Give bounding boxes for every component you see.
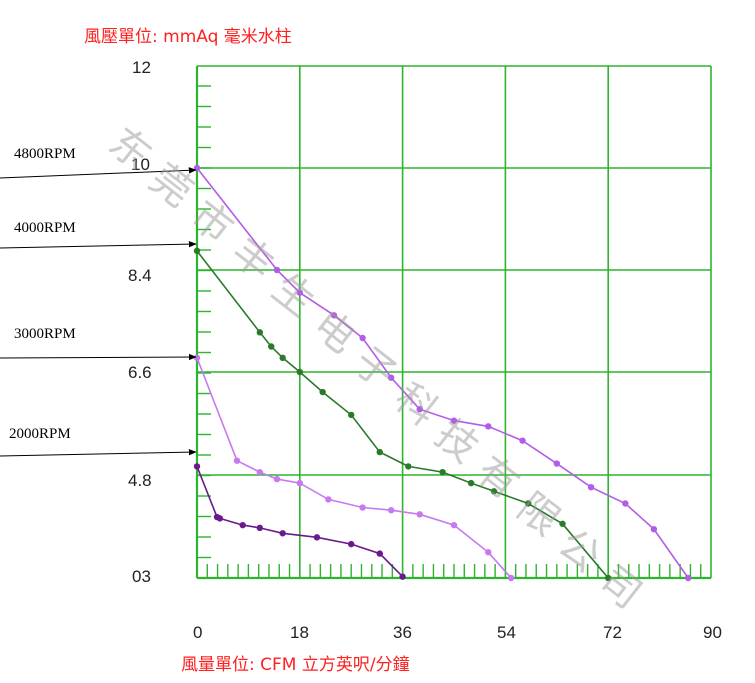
rpm-arrow-4000 — [0, 240, 197, 249]
data-point — [296, 368, 303, 376]
rpm-arrow-3000 — [0, 353, 197, 361]
rpm-label-4000: 4000RPM — [14, 220, 76, 236]
series-line — [196, 357, 512, 579]
data-point — [405, 463, 412, 470]
x-tick-label: 72 — [603, 623, 622, 642]
data-point — [553, 460, 560, 467]
data-point — [387, 507, 395, 514]
y-tick-label: 12 — [132, 58, 151, 77]
watermark-char: 电 — [304, 302, 364, 363]
data-point — [450, 417, 458, 424]
data-point — [256, 329, 264, 336]
data-point — [450, 521, 458, 529]
x-tick-label: 0 — [193, 623, 202, 642]
data-point — [485, 423, 492, 430]
watermark-char: 公 — [549, 521, 609, 582]
x-axis-tick-labels: 0 18 36 54 72 90 — [193, 623, 722, 642]
data-point — [622, 500, 629, 507]
data-point — [525, 500, 532, 507]
data-point — [348, 411, 355, 419]
data-point — [330, 312, 338, 319]
watermark-char: 子 — [345, 338, 405, 399]
data-point — [467, 479, 475, 487]
data-point — [519, 437, 526, 444]
data-point — [273, 475, 281, 483]
data-point — [485, 549, 492, 556]
watermark-char: 丰 — [223, 229, 283, 290]
x-tick-label: 54 — [497, 623, 516, 642]
rpm-label-2000: 2000RPM — [9, 426, 71, 442]
data-point — [490, 488, 498, 495]
data-point — [256, 524, 264, 532]
data-point — [387, 374, 395, 381]
data-point — [376, 448, 383, 456]
data-point — [193, 354, 201, 362]
data-point — [193, 247, 201, 255]
data-point — [296, 479, 303, 487]
data-point — [313, 534, 321, 541]
x-tick-label: 36 — [393, 623, 412, 642]
watermark-char: 技 — [427, 411, 487, 472]
x-tick-label: 18 — [290, 623, 309, 642]
data-point — [684, 574, 692, 582]
data-point — [319, 388, 326, 396]
data-point — [233, 457, 241, 464]
data-point — [279, 530, 286, 537]
watermark-char: 科 — [386, 375, 446, 436]
data-point — [359, 334, 366, 342]
watermark-char: 东 — [100, 119, 160, 180]
data-point — [268, 343, 275, 350]
series-3000RPM — [193, 354, 515, 582]
data-point — [587, 483, 595, 491]
data-point — [650, 526, 658, 533]
data-point — [279, 354, 286, 362]
rpm-arrow-4800 — [0, 167, 197, 179]
x-axis-unit-label: 風量單位: CFM 立方英呎/分鐘 — [181, 655, 410, 675]
rpm-callouts: 4800RPM 4000RPM 3000RPM 2000RPM — [0, 146, 197, 457]
chart-series — [193, 164, 692, 582]
y-tick-label: 4.8 — [128, 471, 152, 490]
data-point — [376, 550, 383, 557]
data-point — [193, 463, 201, 470]
watermark-char: 生 — [263, 265, 323, 326]
data-point — [239, 521, 246, 529]
series-line — [196, 167, 689, 579]
rpm-label-4800: 4800RPM — [14, 146, 76, 162]
data-point — [273, 266, 281, 274]
y-tick-label: 6.6 — [128, 363, 152, 382]
data-point — [605, 574, 612, 582]
y-tick-label: 10 — [131, 155, 150, 174]
series-4800RPM — [193, 164, 692, 582]
watermark-char: 限 — [508, 484, 568, 545]
data-point — [348, 540, 355, 548]
data-point — [216, 515, 224, 522]
rpm-label-3000: 3000RPM — [14, 326, 76, 342]
y-tick-label: 8.4 — [128, 266, 152, 285]
data-point — [559, 520, 566, 527]
series-4000RPM — [193, 247, 612, 582]
data-point — [399, 573, 406, 580]
series-2000RPM — [193, 463, 406, 580]
y-axis-tick-labels: 03 4.8 6.6 8.4 10 12 — [128, 58, 152, 586]
data-point — [359, 504, 366, 511]
rpm-arrow-2000 — [0, 448, 197, 457]
data-point — [325, 496, 332, 503]
x-tick-label: 90 — [703, 623, 722, 642]
data-point — [416, 511, 423, 518]
chart-grid — [195, 65, 712, 580]
y-tick-label: 03 — [132, 567, 151, 586]
data-point — [439, 468, 446, 476]
data-point — [416, 405, 423, 413]
data-point — [256, 468, 264, 476]
data-point — [296, 289, 303, 296]
data-point — [507, 574, 515, 582]
y-axis-unit-label: 風壓單位: mmAq 毫米水柱 — [84, 27, 292, 47]
